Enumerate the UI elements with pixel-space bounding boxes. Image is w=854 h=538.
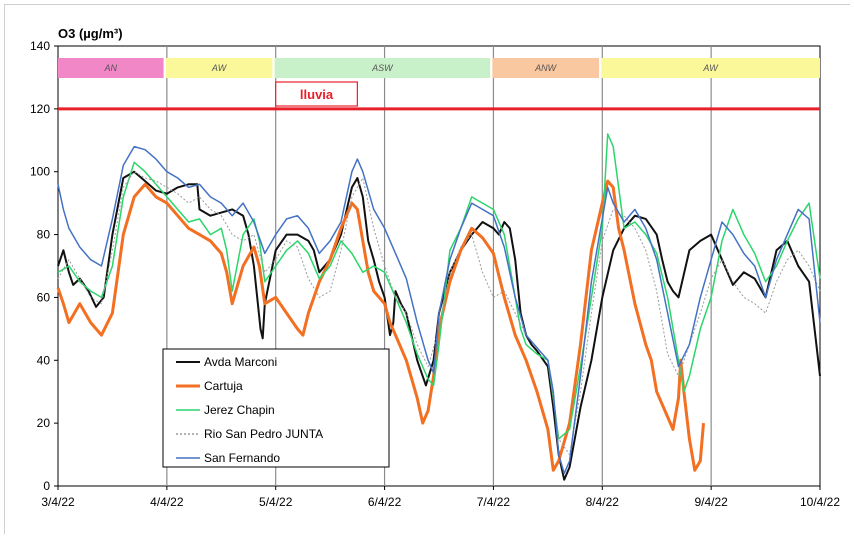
legend-label-4: San Fernando — [204, 451, 280, 465]
series-line-0 — [57, 170, 821, 481]
band-4 — [601, 58, 820, 78]
legend-label-3: Rio San Pedro JUNTA — [204, 427, 323, 441]
series-line-2 — [57, 133, 821, 440]
y-axis: 0 20 40 60 80 100 120 140 — [30, 39, 58, 493]
x-tick-label: 7/4/22 — [477, 495, 511, 509]
band-0 — [58, 58, 164, 78]
legend: Avda Marconi Cartuja Jerez Chapin Rio San P… — [162, 348, 390, 468]
y-tick-label: 20 — [37, 416, 51, 430]
y-tick-label: 60 — [37, 290, 51, 304]
legend-label-0: Avda Marconi — [204, 355, 277, 369]
y-tick-label: 120 — [30, 102, 50, 116]
x-tick-label: 9/4/22 — [694, 495, 728, 509]
x-tick-label: 3/4/22 — [41, 495, 75, 509]
chart-frame — [4, 4, 850, 534]
x-axis: 3/4/22 4/4/22 5/4/22 6/4/22 7/4/22 8/4/22 9/4/… — [41, 486, 840, 509]
y-tick-label: 0 — [43, 479, 50, 493]
band-3 — [492, 58, 600, 78]
band-1 — [165, 58, 273, 78]
annotation-text: lluvia — [300, 87, 334, 102]
band-2 — [274, 58, 491, 78]
y-tick-label: 80 — [37, 228, 51, 242]
y-tick-label: 40 — [37, 353, 51, 367]
band-label-0: AN — [104, 63, 118, 73]
x-tick-label: 8/4/22 — [586, 495, 620, 509]
wind-bands: AN AW ASW ANW AW — [58, 58, 820, 78]
rain-annotation: lluvia — [275, 81, 358, 107]
legend-label-1: Cartuja — [204, 379, 243, 393]
x-tick-label: 10/4/22 — [800, 495, 840, 509]
legend-label-2: Jerez Chapin — [204, 403, 275, 417]
series-line-1 — [56, 179, 705, 472]
legend-box — [162, 348, 390, 468]
x-tick-label: 5/4/22 — [259, 495, 293, 509]
band-label-4: AW — [702, 63, 719, 73]
annotation-box — [275, 81, 358, 107]
band-label-2: ASW — [371, 63, 394, 73]
x-tick-label: 4/4/22 — [150, 495, 184, 509]
band-label-3: ANW — [534, 63, 558, 73]
series-line-4 — [57, 145, 821, 475]
chart-title: O3 (µg/m³) — [58, 26, 123, 41]
y-tick-label: 140 — [30, 39, 50, 53]
series-line-3 — [57, 171, 821, 456]
series-lines — [56, 133, 821, 481]
y-tick-label: 100 — [30, 165, 50, 179]
x-tick-label: 6/4/22 — [368, 495, 402, 509]
band-label-1: AW — [211, 63, 228, 73]
